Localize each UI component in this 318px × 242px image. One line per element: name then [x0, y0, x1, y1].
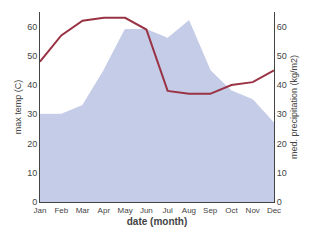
svg-text:max temp (C): max temp (C) [13, 80, 23, 135]
svg-text:50: 50 [27, 51, 37, 61]
svg-text:Oct: Oct [225, 206, 238, 215]
svg-text:10: 10 [27, 168, 37, 178]
svg-text:40: 40 [277, 80, 287, 90]
svg-text:Jan: Jan [34, 206, 47, 215]
svg-text:20: 20 [277, 139, 287, 149]
svg-text:Jun: Jun [140, 206, 153, 215]
svg-text:med. precipitation (kg/m2): med. precipitation (kg/m2) [289, 55, 299, 159]
svg-text:Jul: Jul [163, 206, 173, 215]
svg-text:60: 60 [277, 22, 287, 32]
svg-text:Mar: Mar [76, 206, 90, 215]
svg-text:Nov: Nov [246, 206, 260, 215]
svg-text:Feb: Feb [54, 206, 68, 215]
svg-text:0: 0 [277, 197, 282, 207]
svg-text:Sep: Sep [203, 206, 218, 215]
svg-text:40: 40 [27, 80, 37, 90]
svg-text:Dec: Dec [267, 206, 281, 215]
svg-text:0: 0 [32, 197, 37, 207]
svg-text:date (month): date (month) [127, 216, 188, 227]
svg-text:60: 60 [27, 22, 37, 32]
svg-text:10: 10 [277, 168, 287, 178]
svg-text:20: 20 [27, 139, 37, 149]
svg-text:May: May [118, 206, 133, 215]
svg-text:30: 30 [27, 109, 37, 119]
svg-text:Apr: Apr [98, 206, 111, 215]
svg-text:30: 30 [277, 109, 287, 119]
svg-text:Aug: Aug [182, 206, 196, 215]
svg-text:50: 50 [277, 51, 287, 61]
